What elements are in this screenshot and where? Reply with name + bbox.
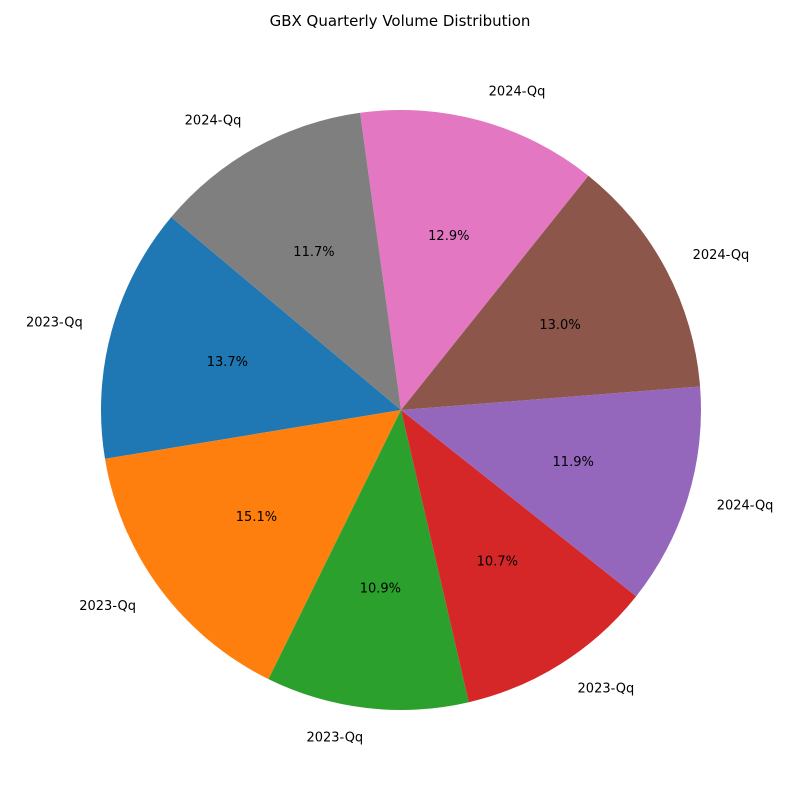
pie-slice-1 [105, 410, 401, 680]
slice-category-label-1: 2023-Qq [79, 599, 136, 614]
pie-slice-7 [171, 112, 401, 411]
slice-category-label-4: 2024-Qq [717, 499, 774, 514]
slice-category-label-5: 2024-Qq [693, 248, 750, 263]
chart-title: GBX Quarterly Volume Distribution [269, 12, 531, 30]
pie-slice-3 [401, 410, 637, 703]
slice-value-label-4: 11.9% [553, 455, 594, 470]
pie-slice-5 [401, 175, 701, 410]
pie-slice-4 [401, 386, 701, 597]
slice-category-label-6: 2024-Qq [489, 84, 546, 99]
slice-category-label-7: 2024-Qq [185, 114, 242, 129]
slice-value-label-0: 13.7% [207, 355, 248, 370]
slice-value-label-7: 11.7% [293, 245, 334, 260]
slice-value-label-6: 12.9% [428, 229, 469, 244]
pie-slice-0 [100, 217, 402, 459]
slice-category-label-0: 2023-Qq [26, 315, 83, 330]
pie-slice-2 [268, 410, 469, 711]
pie-slice-6 [360, 109, 589, 411]
slice-value-label-2: 10.9% [360, 581, 401, 596]
slice-value-label-1: 15.1% [236, 510, 277, 525]
slice-value-label-5: 13.0% [539, 318, 580, 333]
slice-category-label-2: 2023-Qq [306, 730, 363, 745]
slice-category-label-3: 2023-Qq [578, 681, 635, 696]
slice-value-label-3: 10.7% [477, 555, 518, 570]
